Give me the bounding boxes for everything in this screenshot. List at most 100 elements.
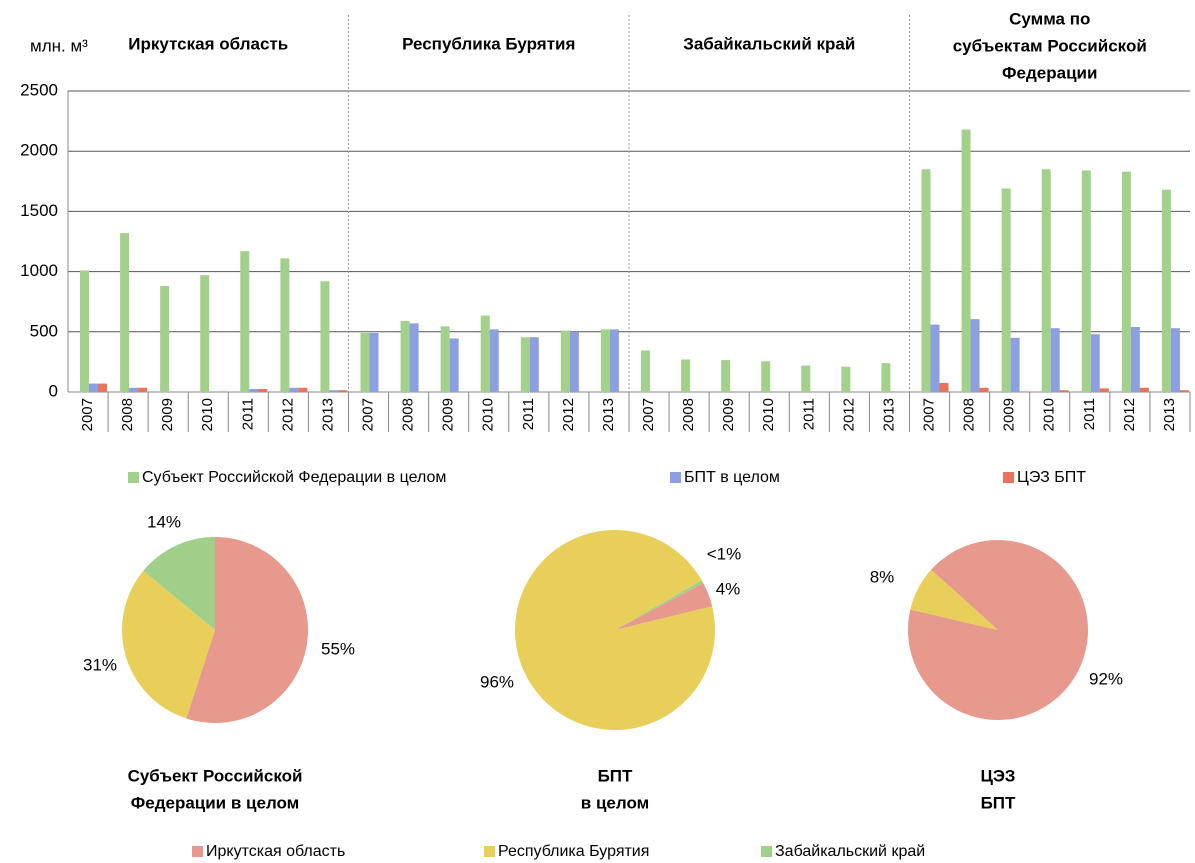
x-tick-label: 2010 [1041, 398, 1058, 431]
pie-label: 14% [147, 512, 181, 531]
pie-label: 8% [870, 567, 895, 586]
x-tick-label: 2007 [360, 398, 377, 431]
bar [1099, 388, 1109, 392]
bar [338, 390, 348, 392]
pie-slice [143, 537, 215, 630]
bar [569, 331, 579, 392]
legend-label: Республика Бурятия [498, 843, 649, 860]
bar [489, 329, 499, 392]
bar [298, 387, 308, 392]
bar [1121, 171, 1131, 392]
legend-swatch [192, 846, 203, 857]
bar [440, 326, 450, 392]
x-tick-label: 2012 [840, 398, 857, 431]
x-tick-label: 2013 [1161, 398, 1178, 431]
x-tick-label: 2012 [1121, 398, 1138, 431]
bar [529, 337, 539, 392]
bar [1001, 188, 1011, 392]
bar [218, 391, 228, 392]
y-tick-label: 0 [49, 381, 58, 400]
y-tick-label: 2000 [20, 141, 58, 160]
legend-swatch [670, 472, 681, 483]
legend-label: Иркутская область [206, 843, 345, 860]
bar [801, 365, 811, 392]
pie-title: ЦЭЗ [981, 766, 1016, 785]
bar [1139, 387, 1149, 392]
pie-slice [514, 530, 715, 730]
pie-title: БПТ [981, 793, 1016, 812]
pie-label: <1% [707, 544, 742, 563]
group-label: Республика Бурятия [402, 34, 575, 53]
bar [681, 359, 691, 392]
y-axis-label: млн. м³ [30, 36, 88, 55]
bar [1019, 391, 1029, 392]
bar [881, 363, 891, 392]
bar [1179, 390, 1189, 392]
group-label: Забайкальский край [683, 34, 855, 53]
pie-label: 96% [480, 672, 514, 691]
x-tick-label: 2010 [199, 398, 216, 431]
x-tick-label: 2013 [880, 398, 897, 431]
bar [609, 329, 619, 392]
y-tick-label: 1500 [20, 201, 58, 220]
bar [761, 361, 771, 392]
bar [258, 388, 268, 392]
x-tick-label: 2007 [921, 398, 938, 431]
bar [641, 350, 650, 392]
pie-title: в целом [581, 793, 649, 812]
x-tick-label: 2012 [560, 398, 577, 431]
x-tick-label: 2009 [159, 398, 176, 431]
x-tick-label: 2009 [720, 398, 737, 431]
bar [480, 315, 490, 392]
x-tick-label: 2009 [440, 398, 457, 431]
x-tick-label: 2008 [680, 398, 697, 431]
bar [409, 323, 419, 392]
pie-label: 92% [1089, 669, 1123, 688]
bar [1050, 328, 1060, 392]
bar [280, 258, 290, 392]
bar [1010, 337, 1020, 392]
legend-label: Субъект Российской Федерации в целом [142, 469, 446, 486]
x-tick-label: 2010 [760, 398, 777, 431]
y-tick-label: 500 [30, 321, 58, 340]
bar [369, 333, 379, 392]
x-tick-label: 2013 [319, 398, 336, 431]
legend-label: ЦЭЗ БПТ [1017, 469, 1086, 486]
bar [520, 337, 530, 392]
bar [138, 387, 148, 392]
legend-label: БПТ в целом [684, 469, 780, 486]
bar [400, 320, 410, 392]
pie-slice [907, 540, 1088, 721]
legend-swatch [484, 846, 495, 857]
y-tick-label: 1000 [20, 261, 58, 280]
x-tick-label: 2010 [480, 398, 497, 431]
bar [1130, 326, 1140, 392]
bar [329, 390, 339, 392]
bar [449, 338, 459, 392]
x-tick-label: 2007 [79, 398, 96, 431]
legend-label: Забайкальский край [775, 843, 925, 860]
bar [360, 333, 370, 392]
pie-slice [910, 569, 998, 630]
bar [89, 383, 98, 392]
bar [1170, 328, 1180, 392]
x-tick-label: 2009 [1001, 398, 1018, 431]
bar [979, 387, 989, 392]
pie-title: Субъект Российской [128, 766, 303, 785]
pie-label: 55% [321, 639, 355, 658]
bar [98, 383, 107, 392]
bar [930, 324, 940, 392]
group-label: Сумма по [1009, 9, 1090, 28]
bar [129, 387, 139, 392]
bar [1090, 334, 1100, 392]
legend-swatch [1003, 472, 1014, 483]
bar [80, 270, 89, 392]
bar [600, 329, 610, 392]
x-tick-label: 2008 [400, 398, 417, 431]
pie-title: Федерации в целом [131, 793, 300, 812]
x-tick-label: 2008 [961, 398, 978, 431]
group-label: Иркутская область [128, 34, 288, 53]
bar [160, 286, 170, 392]
bar [560, 330, 570, 392]
